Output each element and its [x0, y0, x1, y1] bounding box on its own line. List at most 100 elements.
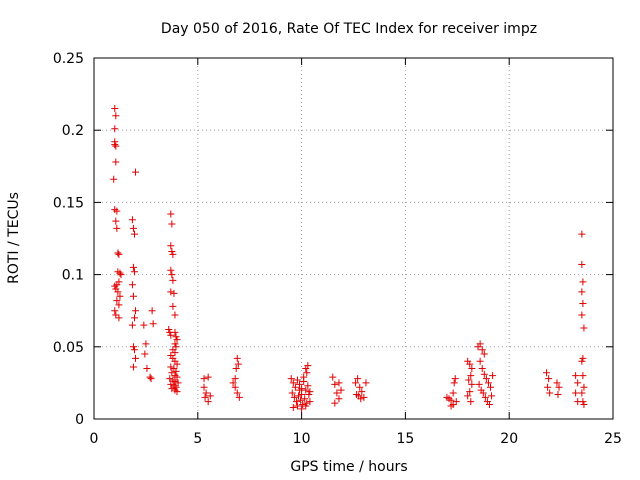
data-point — [487, 383, 495, 391]
x-tick-label: 5 — [193, 431, 202, 447]
data-point — [466, 360, 474, 368]
data-point — [578, 288, 586, 296]
data-point — [130, 268, 138, 276]
data-point — [489, 372, 497, 380]
data-point — [479, 389, 487, 397]
data-point — [546, 389, 554, 397]
data-point — [578, 260, 586, 268]
data-point — [545, 375, 553, 383]
data-point — [128, 281, 136, 289]
data-point — [130, 346, 138, 354]
data-point — [169, 250, 177, 258]
data-point — [450, 379, 458, 387]
data-point — [112, 112, 120, 120]
data-point — [449, 389, 457, 397]
data-point — [331, 399, 339, 407]
data-point — [478, 364, 486, 372]
data-point — [128, 321, 136, 329]
data-point — [113, 297, 121, 305]
data-point — [141, 350, 149, 358]
data-point — [293, 402, 301, 410]
data-point — [143, 364, 151, 372]
data-point — [301, 395, 309, 403]
data-point — [292, 398, 300, 406]
data-point — [171, 340, 179, 348]
data-point — [117, 271, 125, 279]
data-point — [337, 386, 345, 394]
data-point — [554, 390, 562, 398]
data-point — [468, 380, 476, 388]
data-point — [305, 390, 313, 398]
data-point — [476, 340, 484, 348]
data-point — [168, 369, 176, 377]
chart-title: Day 050 of 2016, Rate Of TEC Index for r… — [161, 21, 537, 37]
x-tick-label: 0 — [90, 431, 99, 447]
data-point — [335, 379, 343, 387]
data-point — [172, 367, 180, 375]
data-point — [232, 364, 240, 372]
data-points — [110, 105, 588, 413]
data-point — [142, 340, 150, 348]
data-point — [167, 210, 175, 218]
data-point — [167, 288, 175, 296]
data-point — [288, 389, 296, 397]
data-point — [480, 370, 488, 378]
data-point — [466, 388, 474, 396]
data-point — [129, 224, 137, 232]
y-tick-label: 0.1 — [62, 268, 84, 284]
data-point — [362, 379, 370, 387]
data-point — [465, 376, 473, 384]
data-point — [168, 271, 176, 279]
data-point — [167, 242, 175, 250]
data-point — [168, 385, 176, 393]
data-point — [451, 375, 459, 383]
data-point — [172, 383, 180, 391]
data-point — [579, 354, 587, 362]
data-point — [111, 141, 119, 149]
data-point — [128, 216, 136, 224]
data-point — [113, 224, 121, 232]
data-point — [168, 220, 176, 228]
data-point — [302, 402, 310, 410]
data-point — [149, 320, 157, 328]
data-point — [293, 376, 301, 384]
data-point — [167, 363, 175, 371]
data-point — [235, 393, 243, 401]
data-point — [173, 388, 181, 396]
data-point — [476, 357, 484, 365]
data-point — [478, 346, 486, 354]
data-point — [173, 336, 181, 344]
data-point — [171, 349, 179, 357]
data-point — [168, 247, 176, 255]
data-point — [287, 375, 295, 383]
data-point — [580, 401, 588, 409]
data-point — [231, 383, 239, 391]
data-point — [484, 379, 492, 387]
data-point — [482, 375, 490, 383]
data-point — [114, 288, 122, 296]
data-point — [112, 142, 120, 150]
data-point — [290, 393, 298, 401]
data-point — [132, 168, 140, 176]
data-point — [111, 282, 119, 290]
data-point — [200, 375, 208, 383]
data-point — [572, 389, 580, 397]
data-point — [129, 363, 137, 371]
data-point — [579, 372, 587, 380]
data-point — [172, 333, 180, 341]
data-point — [111, 105, 119, 113]
data-point — [333, 389, 341, 397]
data-point — [289, 403, 297, 411]
data-point — [574, 379, 582, 387]
data-point — [300, 373, 308, 381]
data-point — [580, 324, 588, 332]
data-point — [112, 217, 120, 225]
x-tick-label: 20 — [500, 431, 518, 447]
data-point — [229, 379, 237, 387]
data-point — [116, 292, 124, 300]
data-point — [115, 301, 123, 309]
data-point — [306, 398, 314, 406]
data-point — [174, 379, 182, 387]
data-point — [130, 230, 138, 238]
